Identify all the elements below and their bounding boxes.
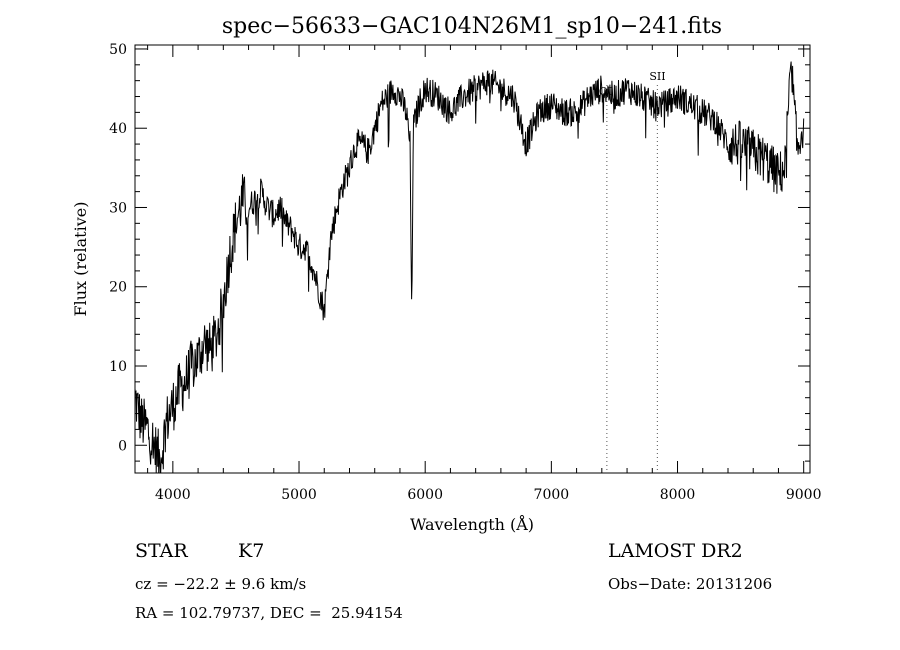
observation-date: Obs−Date: 20131206: [608, 575, 773, 593]
y-tick-label: 50: [109, 42, 127, 58]
redshift-velocity: cz = −22.2 ± 9.6 km/s: [135, 575, 307, 593]
spectrum-line: [134, 61, 805, 474]
y-tick-label: 40: [109, 121, 127, 137]
y-tick-label: 0: [118, 438, 127, 454]
survey-name: LAMOST DR2: [608, 540, 743, 562]
object-subclass: K7: [238, 540, 265, 562]
y-tick-label: 10: [109, 359, 127, 375]
coordinates: RA = 102.79737, DEC = 25.94154: [135, 604, 403, 622]
y-axis-label: Flux (relative): [71, 202, 90, 317]
y-tick-label: 30: [109, 200, 127, 216]
plot-frame: [134, 44, 811, 474]
y-tick-label: 20: [109, 280, 127, 296]
x-axis-label: Wavelength (Å): [410, 514, 534, 534]
x-tick-label: 9000: [786, 487, 822, 503]
x-tick-label: 7000: [534, 487, 570, 503]
axis-ticks: 4000 5000 6000 7000 8000 9000 0 10 20 30 40 50: [109, 42, 821, 503]
chart-title: spec−56633−GAC104N26M1_sp10−241.fits: [222, 14, 722, 39]
object-class: STAR: [135, 540, 188, 562]
x-tick-label: 8000: [660, 487, 696, 503]
x-tick-label: 5000: [281, 487, 317, 503]
x-tick-label: 4000: [155, 487, 191, 503]
x-tick-label: 6000: [407, 487, 443, 503]
line-mark-label: SII: [649, 70, 665, 83]
